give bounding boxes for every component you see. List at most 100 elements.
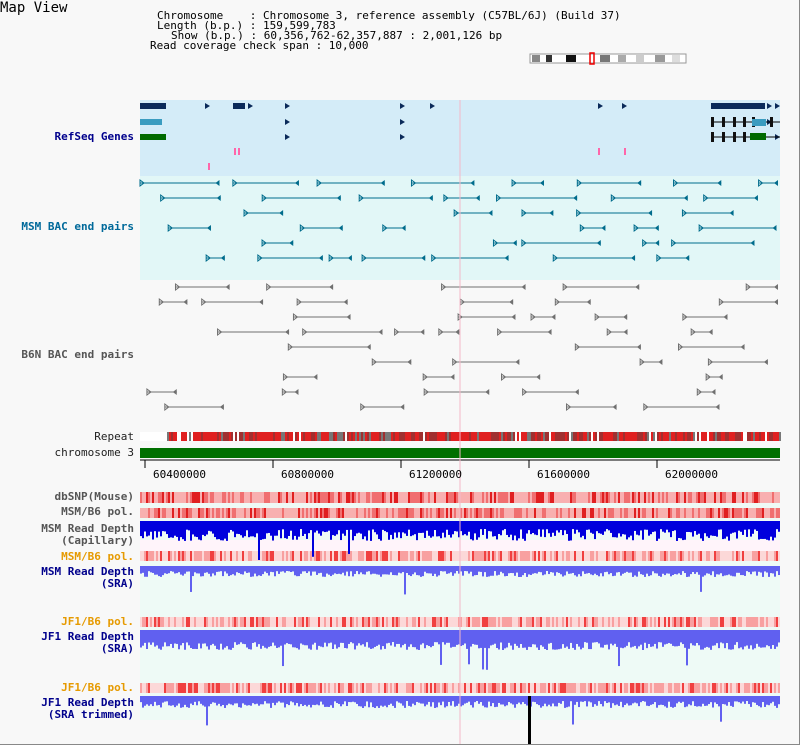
- depth-bar: [250, 696, 252, 706]
- depth-bar: [172, 566, 174, 572]
- depth-bar: [420, 566, 422, 577]
- heat-cell: [452, 551, 454, 561]
- heat-cell: [634, 508, 636, 518]
- depth-bar: [350, 630, 352, 643]
- depth-bar: [192, 696, 194, 706]
- depth-bar: [182, 630, 184, 644]
- heat-cell: [684, 683, 686, 693]
- depth-bar: [756, 566, 758, 576]
- repeat-segment: [671, 432, 673, 441]
- depth-bar: [356, 696, 358, 704]
- heat-cell: [532, 551, 534, 561]
- heat-cell: [592, 683, 594, 693]
- depth-bar: [576, 521, 578, 530]
- repeat-segment: [233, 432, 235, 441]
- heat-cell: [506, 683, 508, 693]
- depth-bar: [502, 696, 504, 705]
- depth-bar: [442, 630, 444, 643]
- heat-cell: [232, 683, 234, 693]
- depth-bar: [602, 696, 604, 707]
- depth-bar: [638, 566, 640, 572]
- heat-cell: [768, 492, 770, 503]
- heat-cell: [470, 617, 472, 627]
- repeat-segment: [617, 432, 619, 441]
- depth-bar: [682, 630, 684, 645]
- depth-bar: [654, 696, 656, 703]
- heat-cell: [578, 617, 580, 627]
- depth-bar: [152, 630, 154, 643]
- depth-bar: [516, 630, 518, 646]
- repeat-segment: [763, 432, 765, 441]
- bac-end-icon: [673, 179, 679, 187]
- heat-cell: [198, 617, 200, 627]
- depth-bar: [426, 696, 428, 705]
- heat-cell: [666, 617, 668, 627]
- heat-cell: [464, 492, 466, 503]
- depth-bar: [650, 566, 652, 576]
- heat-cell: [200, 551, 202, 561]
- depth-bar: [710, 696, 712, 703]
- depth-bar: [522, 630, 524, 648]
- heat-cell: [758, 551, 760, 561]
- depth-bar: [594, 696, 596, 705]
- depth-bar: [228, 696, 230, 704]
- depth-bar: [412, 696, 414, 704]
- repeat-segment: [321, 432, 323, 441]
- heat-cell: [324, 617, 326, 627]
- depth-bar: [210, 696, 212, 704]
- bac-end-icon: [225, 284, 230, 290]
- depth-bar: [494, 696, 496, 708]
- depth-bar: [738, 566, 740, 573]
- depth-bar: [622, 696, 624, 708]
- depth-bar: [286, 521, 288, 539]
- axis-tick-label: 61200000: [409, 468, 462, 481]
- heat-cell: [636, 492, 638, 503]
- heat-cell: [678, 551, 680, 561]
- depth-bar: [180, 521, 182, 538]
- heat-cell: [214, 492, 216, 503]
- heat-cell: [324, 508, 326, 518]
- depth-bar: [608, 521, 610, 531]
- heat-cell: [546, 551, 548, 561]
- heat-cell: [360, 508, 362, 518]
- depth-bar: [542, 696, 544, 707]
- heat-cell: [400, 508, 402, 518]
- depth-bar: [482, 630, 484, 670]
- heat-cell: [416, 551, 418, 561]
- heat-cell: [224, 492, 226, 503]
- heat-cell: [278, 617, 280, 627]
- depth-bar: [254, 566, 256, 574]
- heat-cell: [180, 492, 182, 503]
- depth-bar: [580, 521, 582, 538]
- depth-bar: [212, 696, 214, 703]
- depth-bar: [442, 521, 444, 533]
- heat-cell: [750, 551, 752, 561]
- heat-cell: [250, 508, 252, 518]
- heat-cell: [718, 617, 720, 627]
- depth-bar: [144, 521, 146, 532]
- heat-cell: [576, 508, 578, 518]
- bac-end-icon: [366, 344, 371, 350]
- heat-cell: [550, 617, 552, 627]
- heat-cell: [524, 617, 526, 627]
- bac-end-icon: [601, 225, 606, 231]
- repeat-segment: [329, 432, 331, 441]
- heat-cell: [552, 617, 554, 627]
- heat-cell: [752, 683, 754, 693]
- repeat-segment: [513, 432, 515, 441]
- heat-cell: [298, 551, 300, 561]
- depth-bar: [594, 521, 596, 540]
- heat-cell: [644, 683, 646, 693]
- heat-cell: [372, 508, 374, 518]
- heat-cell: [692, 508, 694, 518]
- depth-bar: [476, 630, 478, 645]
- heat-cell: [732, 508, 734, 518]
- depth-bar: [580, 566, 582, 577]
- depth-bar: [178, 696, 180, 704]
- depth-bar: [336, 630, 338, 649]
- heat-cell: [366, 683, 368, 693]
- depth-bar: [144, 566, 146, 577]
- depth-bar: [218, 630, 220, 650]
- depth-bar: [700, 521, 702, 539]
